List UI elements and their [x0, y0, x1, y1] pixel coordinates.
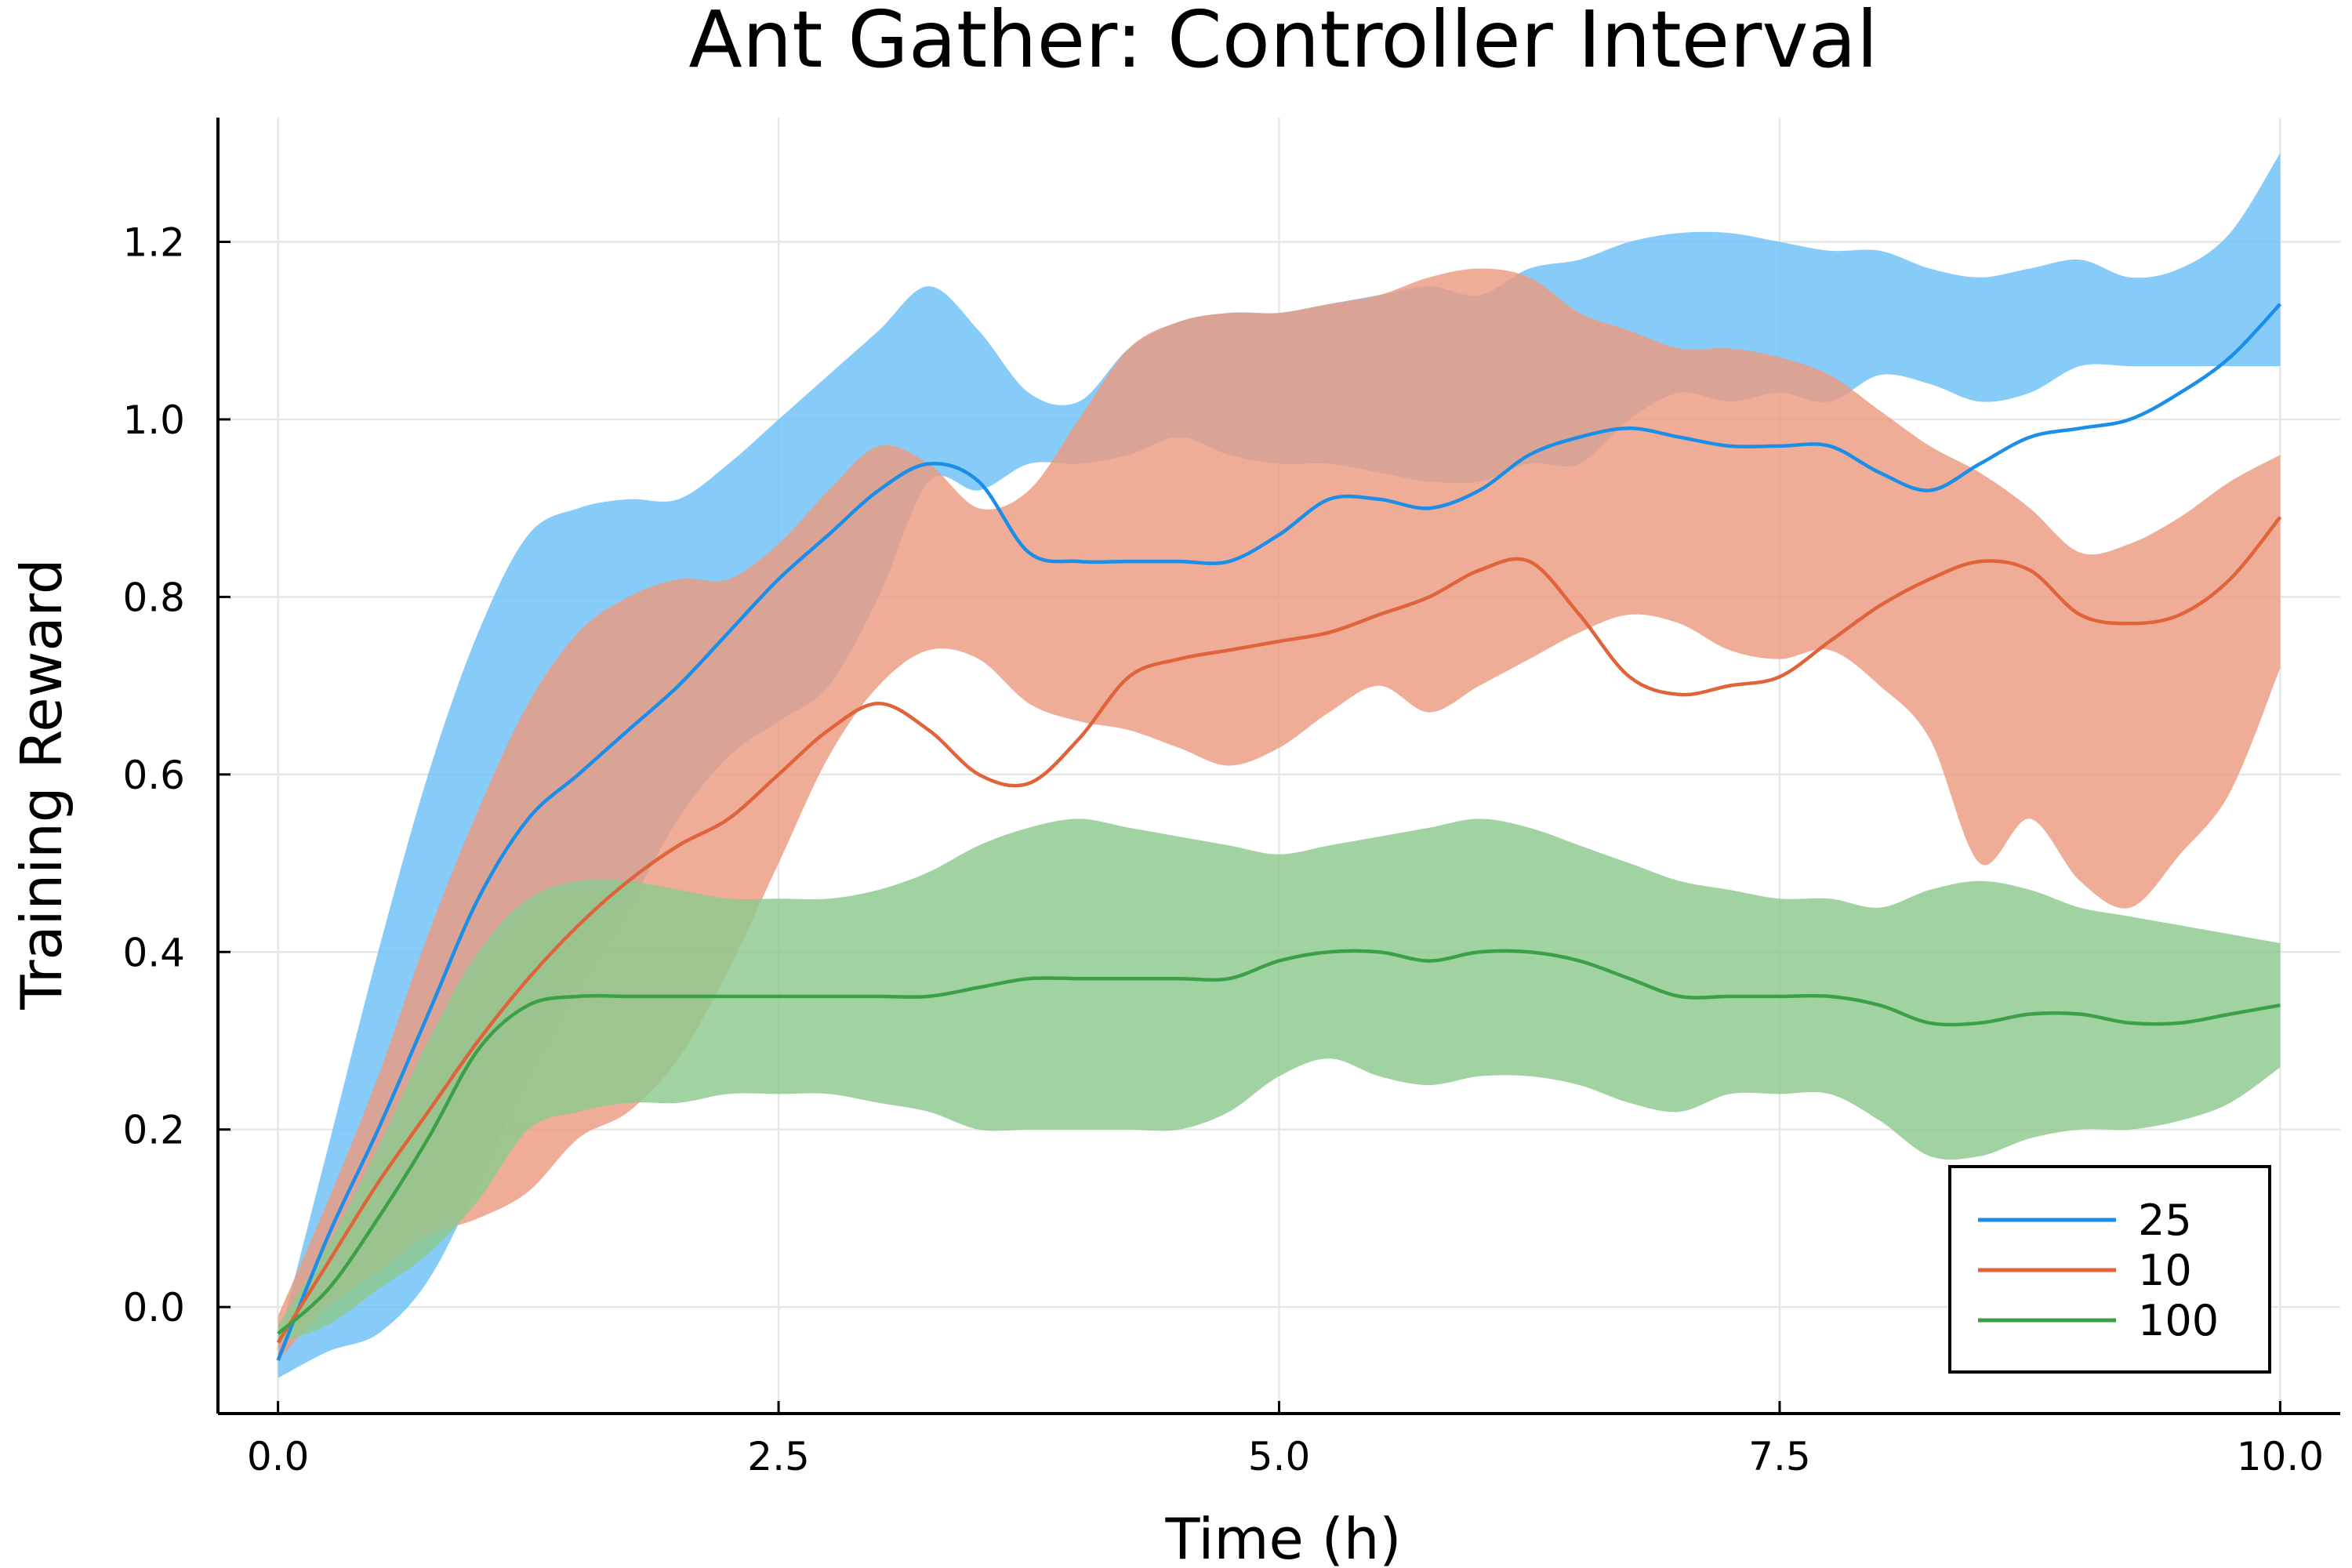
x-tick-label: 7.5 — [1748, 1434, 1811, 1479]
band-series-10 — [278, 268, 2281, 1361]
legend-label-10: 10 — [2138, 1246, 2192, 1295]
series-lines — [276, 303, 2282, 1361]
legend-label-25: 25 — [2138, 1196, 2192, 1245]
y-axis-label: Training Reward — [9, 558, 74, 1010]
x-tick-label: 0.0 — [247, 1434, 310, 1479]
legend-label-100: 100 — [2138, 1296, 2219, 1345]
y-tick-label: 1.2 — [122, 220, 185, 266]
band-series-25 — [278, 153, 2281, 1378]
confidence-bands — [278, 153, 2281, 1378]
y-tick-label: 0.4 — [122, 930, 185, 975]
x-tick-label: 5.0 — [1248, 1434, 1311, 1479]
y-tick-label: 0.8 — [122, 575, 185, 620]
x-axis-ticks: 0.0 2.5 5.0 7.5 10.0 — [247, 1401, 2324, 1479]
y-tick-label: 0.2 — [122, 1108, 185, 1153]
y-tick-label: 1.0 — [122, 397, 185, 443]
x-tick-label: 10.0 — [2237, 1434, 2324, 1479]
band-series-100 — [278, 818, 2281, 1343]
y-axis-ticks: 0.0 0.2 0.4 0.6 0.8 1.0 1.2 — [122, 220, 230, 1330]
chart-title: Ant Gather: Controller Interval — [688, 0, 1878, 85]
y-tick-label: 0.0 — [122, 1285, 185, 1330]
line-series-10 — [276, 516, 2282, 1344]
y-tick-label: 0.6 — [122, 753, 185, 798]
x-tick-label: 2.5 — [747, 1434, 810, 1479]
line-series-100 — [277, 949, 2281, 1335]
line-series-25 — [276, 303, 2282, 1361]
x-axis-label: Time (h) — [1165, 1506, 1402, 1568]
